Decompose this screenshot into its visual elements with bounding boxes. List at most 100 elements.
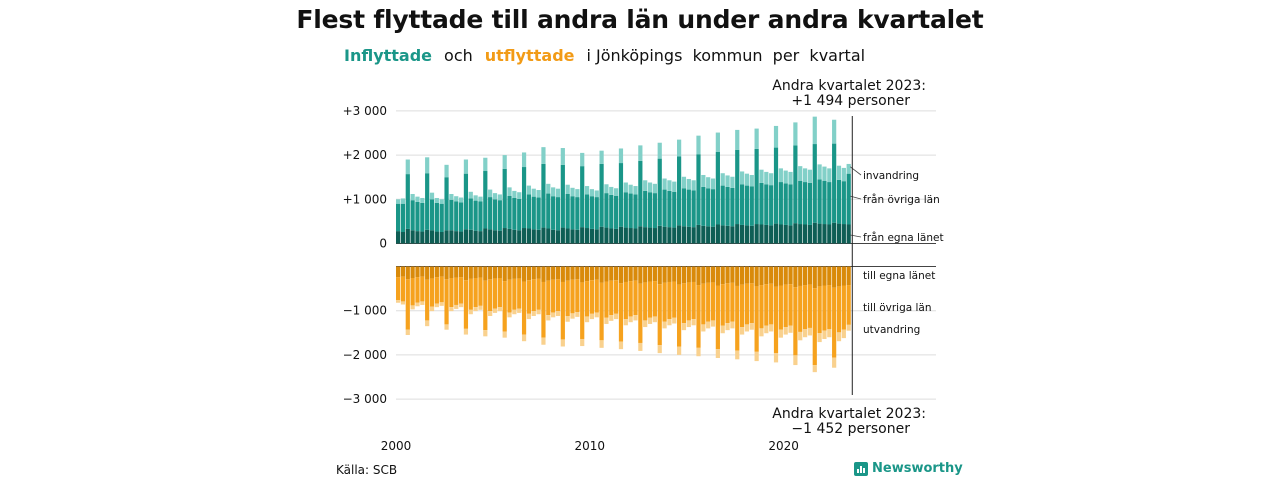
y-tick-label-2: +1 000 <box>343 192 387 206</box>
bar-in-2-36 <box>570 187 575 197</box>
bar-in-1-6 <box>425 173 430 230</box>
bar-out-2-84 <box>802 329 808 338</box>
bar-in-2-10 <box>444 164 449 178</box>
bar-in-0-15 <box>468 229 473 244</box>
bar-out-2-80 <box>783 327 788 335</box>
bar-in-1-23 <box>507 195 512 229</box>
bar-out-0-40 <box>589 266 594 281</box>
bar-out-2-88 <box>822 330 827 339</box>
bar-in-2-78 <box>773 125 779 148</box>
series-labels: från egna länet från övriga län invandring… <box>850 166 944 336</box>
bar-out-1-43 <box>604 281 609 318</box>
bar-out-2-58 <box>677 346 682 355</box>
bar-in-0-32 <box>551 229 556 244</box>
bar-in-2-62 <box>696 135 701 155</box>
bar-out-2-47 <box>623 319 628 326</box>
bar-in-0-66 <box>715 224 720 244</box>
series-label-out-0: till egna länet <box>863 270 935 282</box>
bar-in-0-7 <box>429 230 435 244</box>
bar-out-2-15 <box>468 309 473 315</box>
bar-in-1-20 <box>492 199 498 231</box>
bar-in-2-14 <box>463 159 469 174</box>
bar-out-0-65 <box>710 266 716 283</box>
bar-in-2-31 <box>546 183 551 194</box>
bar-out-2-27 <box>526 313 532 320</box>
bar-out-0-49 <box>633 266 638 281</box>
bar-in-2-11 <box>449 193 454 200</box>
bar-out-2-65 <box>710 320 716 327</box>
bar-out-0-2 <box>405 266 410 280</box>
bar-out-1-7 <box>429 278 435 307</box>
bar-out-2-0 <box>396 300 401 303</box>
bar-in-1-42 <box>599 163 604 227</box>
bar-out-1-50 <box>638 283 643 343</box>
bar-in-1-28 <box>531 196 536 230</box>
bar-in-1-68 <box>725 186 730 226</box>
bar-in-0-44 <box>609 228 614 244</box>
bar-in-0-64 <box>706 226 711 244</box>
bar-in-0-84 <box>802 224 808 244</box>
series-label-in-1: från övriga län <box>863 193 940 206</box>
bar-in-1-64 <box>706 188 711 227</box>
bar-out-0-24 <box>512 266 517 279</box>
bar-in-0-69 <box>730 226 735 244</box>
bar-in-1-31 <box>546 193 551 229</box>
bar-in-0-62 <box>696 224 701 244</box>
bar-in-1-53 <box>652 193 657 229</box>
bar-in-1-37 <box>575 197 580 230</box>
bar-out-0-60 <box>686 266 691 283</box>
bar-out-0-76 <box>764 266 769 285</box>
bar-in-2-19 <box>488 189 493 198</box>
bar-out-0-35 <box>565 266 570 281</box>
bar-out-2-8 <box>434 303 439 308</box>
bar-out-0-34 <box>560 266 565 282</box>
bar-out-0-46 <box>618 266 624 284</box>
bar-out-0-50 <box>638 266 643 284</box>
bar-out-2-33 <box>555 311 561 317</box>
bar-in-1-49 <box>633 194 638 229</box>
bar-out-0-30 <box>541 266 546 282</box>
bar-out-0-79 <box>778 266 783 286</box>
bar-in-0-54 <box>657 225 662 244</box>
grid-lines <box>396 110 936 400</box>
bar-in-1-79 <box>778 182 783 225</box>
bar-in-0-51 <box>643 227 648 244</box>
bar-in-2-0 <box>396 199 401 204</box>
bar-in-0-76 <box>764 224 769 244</box>
bar-out-1-52 <box>647 281 653 318</box>
bar-in-1-78 <box>773 147 779 224</box>
bar-out-1-71 <box>739 284 745 328</box>
bar-out-0-42 <box>599 266 604 283</box>
bar-out-0-43 <box>604 266 609 282</box>
bar-in-2-30 <box>541 147 546 164</box>
bar-in-0-33 <box>555 230 561 244</box>
bar-in-1-22 <box>502 168 507 229</box>
bar-in-2-57 <box>672 181 677 192</box>
bar-out-2-75 <box>759 328 764 337</box>
bar-out-1-91 <box>836 286 842 333</box>
subtitle-outflow-word: utflyttade <box>484 46 575 65</box>
bar-out-2-64 <box>706 321 711 329</box>
bar-out-2-83 <box>798 331 803 341</box>
bar-in-0-72 <box>744 225 750 244</box>
bar-in-2-17 <box>478 196 483 202</box>
bar-in-1-45 <box>614 195 619 229</box>
bar-in-1-46 <box>618 163 624 227</box>
bar-out-2-48 <box>628 316 633 323</box>
bar-out-2-63 <box>701 324 706 332</box>
bar-in-0-55 <box>662 226 667 244</box>
bar-in-2-63 <box>701 174 706 187</box>
bar-in-0-43 <box>604 227 609 244</box>
bar-out-2-11 <box>449 307 454 312</box>
bar-out-1-68 <box>725 283 730 324</box>
bar-out-0-37 <box>575 266 580 280</box>
bar-out-0-38 <box>580 266 585 283</box>
bar-out-2-72 <box>744 324 750 332</box>
bar-out-2-85 <box>807 327 813 336</box>
bar-in-1-21 <box>497 200 502 231</box>
bar-out-2-5 <box>420 301 425 305</box>
bar-in-2-32 <box>551 187 556 197</box>
bar-in-0-21 <box>497 230 502 244</box>
bar-out-0-61 <box>691 266 696 282</box>
bar-out-1-54 <box>657 284 662 346</box>
